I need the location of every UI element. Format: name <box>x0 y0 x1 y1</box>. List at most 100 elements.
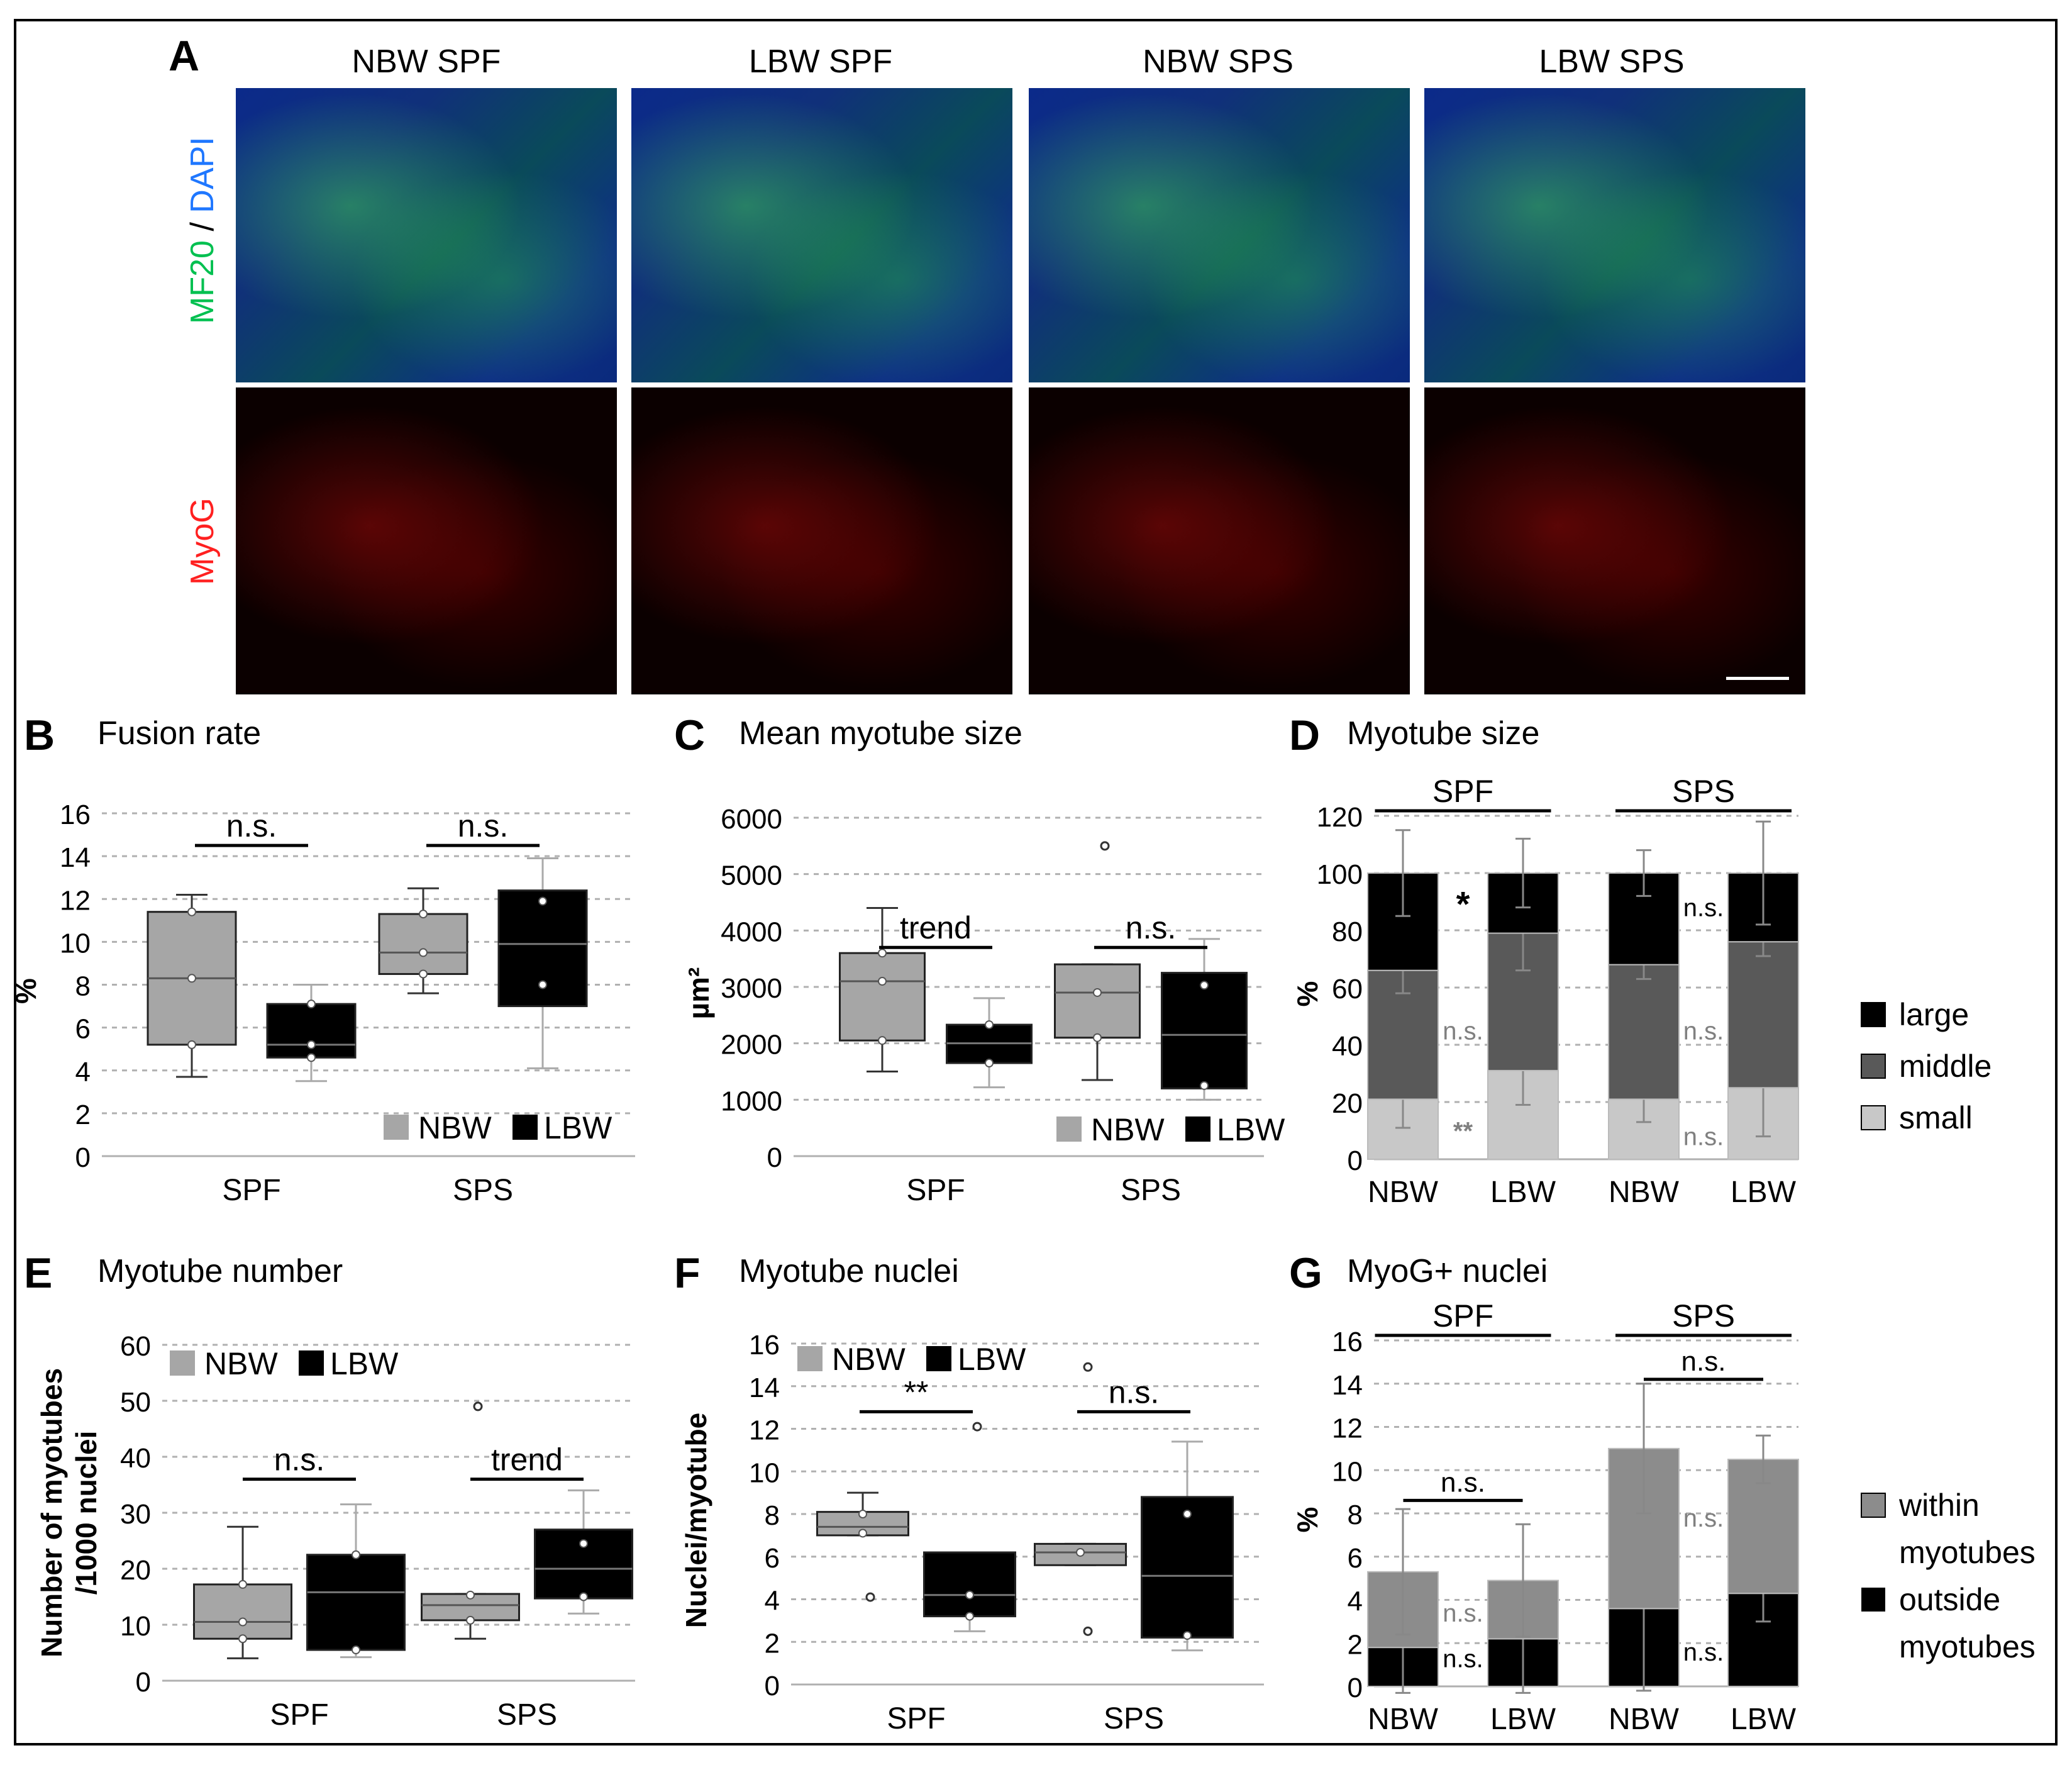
D-legend-label-large: large <box>1899 997 1969 1032</box>
G-ytick-label: 12 <box>1332 1413 1363 1444</box>
B-category-label: SPS <box>453 1174 513 1207</box>
F-legend-swatch-nbw <box>797 1346 823 1371</box>
micrograph-mf20-nbw-sps <box>1029 88 1410 382</box>
B-data-point <box>538 896 547 906</box>
micrograph-mf20-lbw-sps <box>1424 88 1805 382</box>
F-data-point <box>1183 1631 1192 1640</box>
D-category-label: NBW <box>1609 1176 1680 1209</box>
B-data-point <box>307 1053 316 1062</box>
panel-c-label: C <box>674 711 706 759</box>
F-ytick-label: 12 <box>749 1415 780 1446</box>
F-ytick-label: 2 <box>765 1628 780 1659</box>
B-ytick-label: 0 <box>75 1142 91 1173</box>
E-data-point <box>352 1550 360 1559</box>
B-data-point <box>187 974 196 983</box>
B-ytick-label: 14 <box>60 842 91 873</box>
B-data-point <box>419 948 428 957</box>
C-data-point <box>1200 981 1209 990</box>
panel-g-title: MyoG+ nuclei <box>1347 1253 1548 1289</box>
E-significance-text: trend <box>491 1442 563 1478</box>
D-ytick-label: 80 <box>1332 916 1363 947</box>
G-ylabel: % <box>1291 1507 1324 1533</box>
G-category-label: LBW <box>1490 1703 1556 1736</box>
F-data-point <box>858 1528 867 1538</box>
E-ytick-label: 40 <box>120 1443 151 1474</box>
C-legend-swatch-lbw <box>1185 1116 1211 1142</box>
D-ytick-label: 120 <box>1317 802 1363 833</box>
G-category-label: LBW <box>1731 1703 1797 1736</box>
F-ytick-label: 10 <box>749 1457 780 1488</box>
B-legend-label-nbw: NBW <box>418 1110 492 1145</box>
G-ytick-label: 6 <box>1348 1543 1363 1574</box>
B-data-point <box>307 1040 316 1049</box>
D-category-label: NBW <box>1368 1176 1439 1209</box>
C-ytick-label: 3000 <box>721 973 782 1004</box>
F-significance-text: ** <box>904 1374 929 1410</box>
B-ytick-label: 10 <box>60 928 91 959</box>
E-ylabel-line2: /1000 nuclei <box>70 1431 102 1595</box>
micrograph-myog-lbw-spf <box>631 387 1012 694</box>
E-legend-label-nbw: NBW <box>204 1346 278 1381</box>
C-data-point <box>985 1059 994 1068</box>
E-ylabel-line1: Number of myotubes <box>35 1368 68 1657</box>
D-significance-text: n.s. <box>1683 1017 1724 1045</box>
E-significance-text: n.s. <box>274 1442 325 1478</box>
C-ytick-label: 5000 <box>721 860 782 891</box>
D-ylabel: % <box>1291 981 1324 1007</box>
F-ytick-label: 16 <box>749 1330 780 1361</box>
F-box-lbw <box>1141 1496 1234 1639</box>
F-data-point <box>965 1590 974 1600</box>
D-category-label: LBW <box>1490 1176 1556 1209</box>
G-ytick-label: 8 <box>1348 1500 1363 1530</box>
E-category-label: SPS <box>497 1698 557 1732</box>
E-data-point <box>466 1615 475 1625</box>
D-bar-segment-middle <box>1608 964 1680 1100</box>
C-ytick-label: 0 <box>767 1142 782 1173</box>
panel-f-label: F <box>674 1249 701 1297</box>
panel-e-title: Myotube number <box>97 1253 343 1289</box>
B-ylabel: % <box>9 978 42 1004</box>
E-data-point <box>238 1634 247 1644</box>
D-group-label: SPF <box>1432 774 1493 809</box>
B-box-nbw <box>378 913 468 975</box>
D-legend-label-small: small <box>1899 1100 1973 1135</box>
B-legend-swatch-lbw <box>512 1115 538 1140</box>
E-ytick-label: 0 <box>136 1667 151 1698</box>
panel-d-label: D <box>1289 711 1321 759</box>
G-ytick-label: 16 <box>1332 1327 1363 1357</box>
G-legend-label-within-2: myotubes <box>1899 1535 2036 1570</box>
panel-b-label: B <box>24 711 55 759</box>
D-legend-swatch-large <box>1861 1002 1886 1027</box>
B-data-point <box>419 969 428 979</box>
C-significance-text: n.s. <box>1126 910 1177 945</box>
G-category-label: NBW <box>1368 1703 1439 1736</box>
G-significance-text: n.s. <box>1441 1467 1485 1498</box>
E-legend-label-lbw: LBW <box>330 1346 399 1381</box>
F-ytick-label: 4 <box>765 1586 780 1617</box>
G-ytick-label: 14 <box>1332 1370 1363 1401</box>
D-ytick-label: 20 <box>1332 1088 1363 1119</box>
D-significance-text: ** <box>1453 1118 1473 1145</box>
F-ytick-label: 8 <box>765 1500 780 1531</box>
D-significance-text: n.s. <box>1443 1017 1483 1045</box>
C-data-point <box>1093 1033 1102 1042</box>
B-category-label: SPF <box>222 1174 280 1207</box>
B-ytick-label: 8 <box>75 971 91 1002</box>
E-ytick-label: 20 <box>120 1555 151 1586</box>
B-legend-swatch-nbw <box>384 1115 409 1140</box>
F-category-label: SPF <box>887 1702 945 1735</box>
D-bar-segment-middle <box>1727 941 1799 1089</box>
F-significance-text: n.s. <box>1109 1374 1160 1410</box>
F-ytick-label: 6 <box>765 1543 780 1574</box>
B-data-point <box>187 907 196 916</box>
F-ytick-label: 14 <box>749 1372 780 1403</box>
C-ytick-label: 4000 <box>721 916 782 947</box>
E-ytick-label: 50 <box>120 1387 151 1418</box>
G-category-label: NBW <box>1609 1703 1680 1736</box>
C-ytick-label: 1000 <box>721 1086 782 1116</box>
micrograph-mf20-lbw-spf <box>631 88 1012 382</box>
E-data-point <box>579 1539 588 1548</box>
F-data-point <box>1183 1510 1192 1518</box>
panel-a-label: A <box>169 32 200 80</box>
